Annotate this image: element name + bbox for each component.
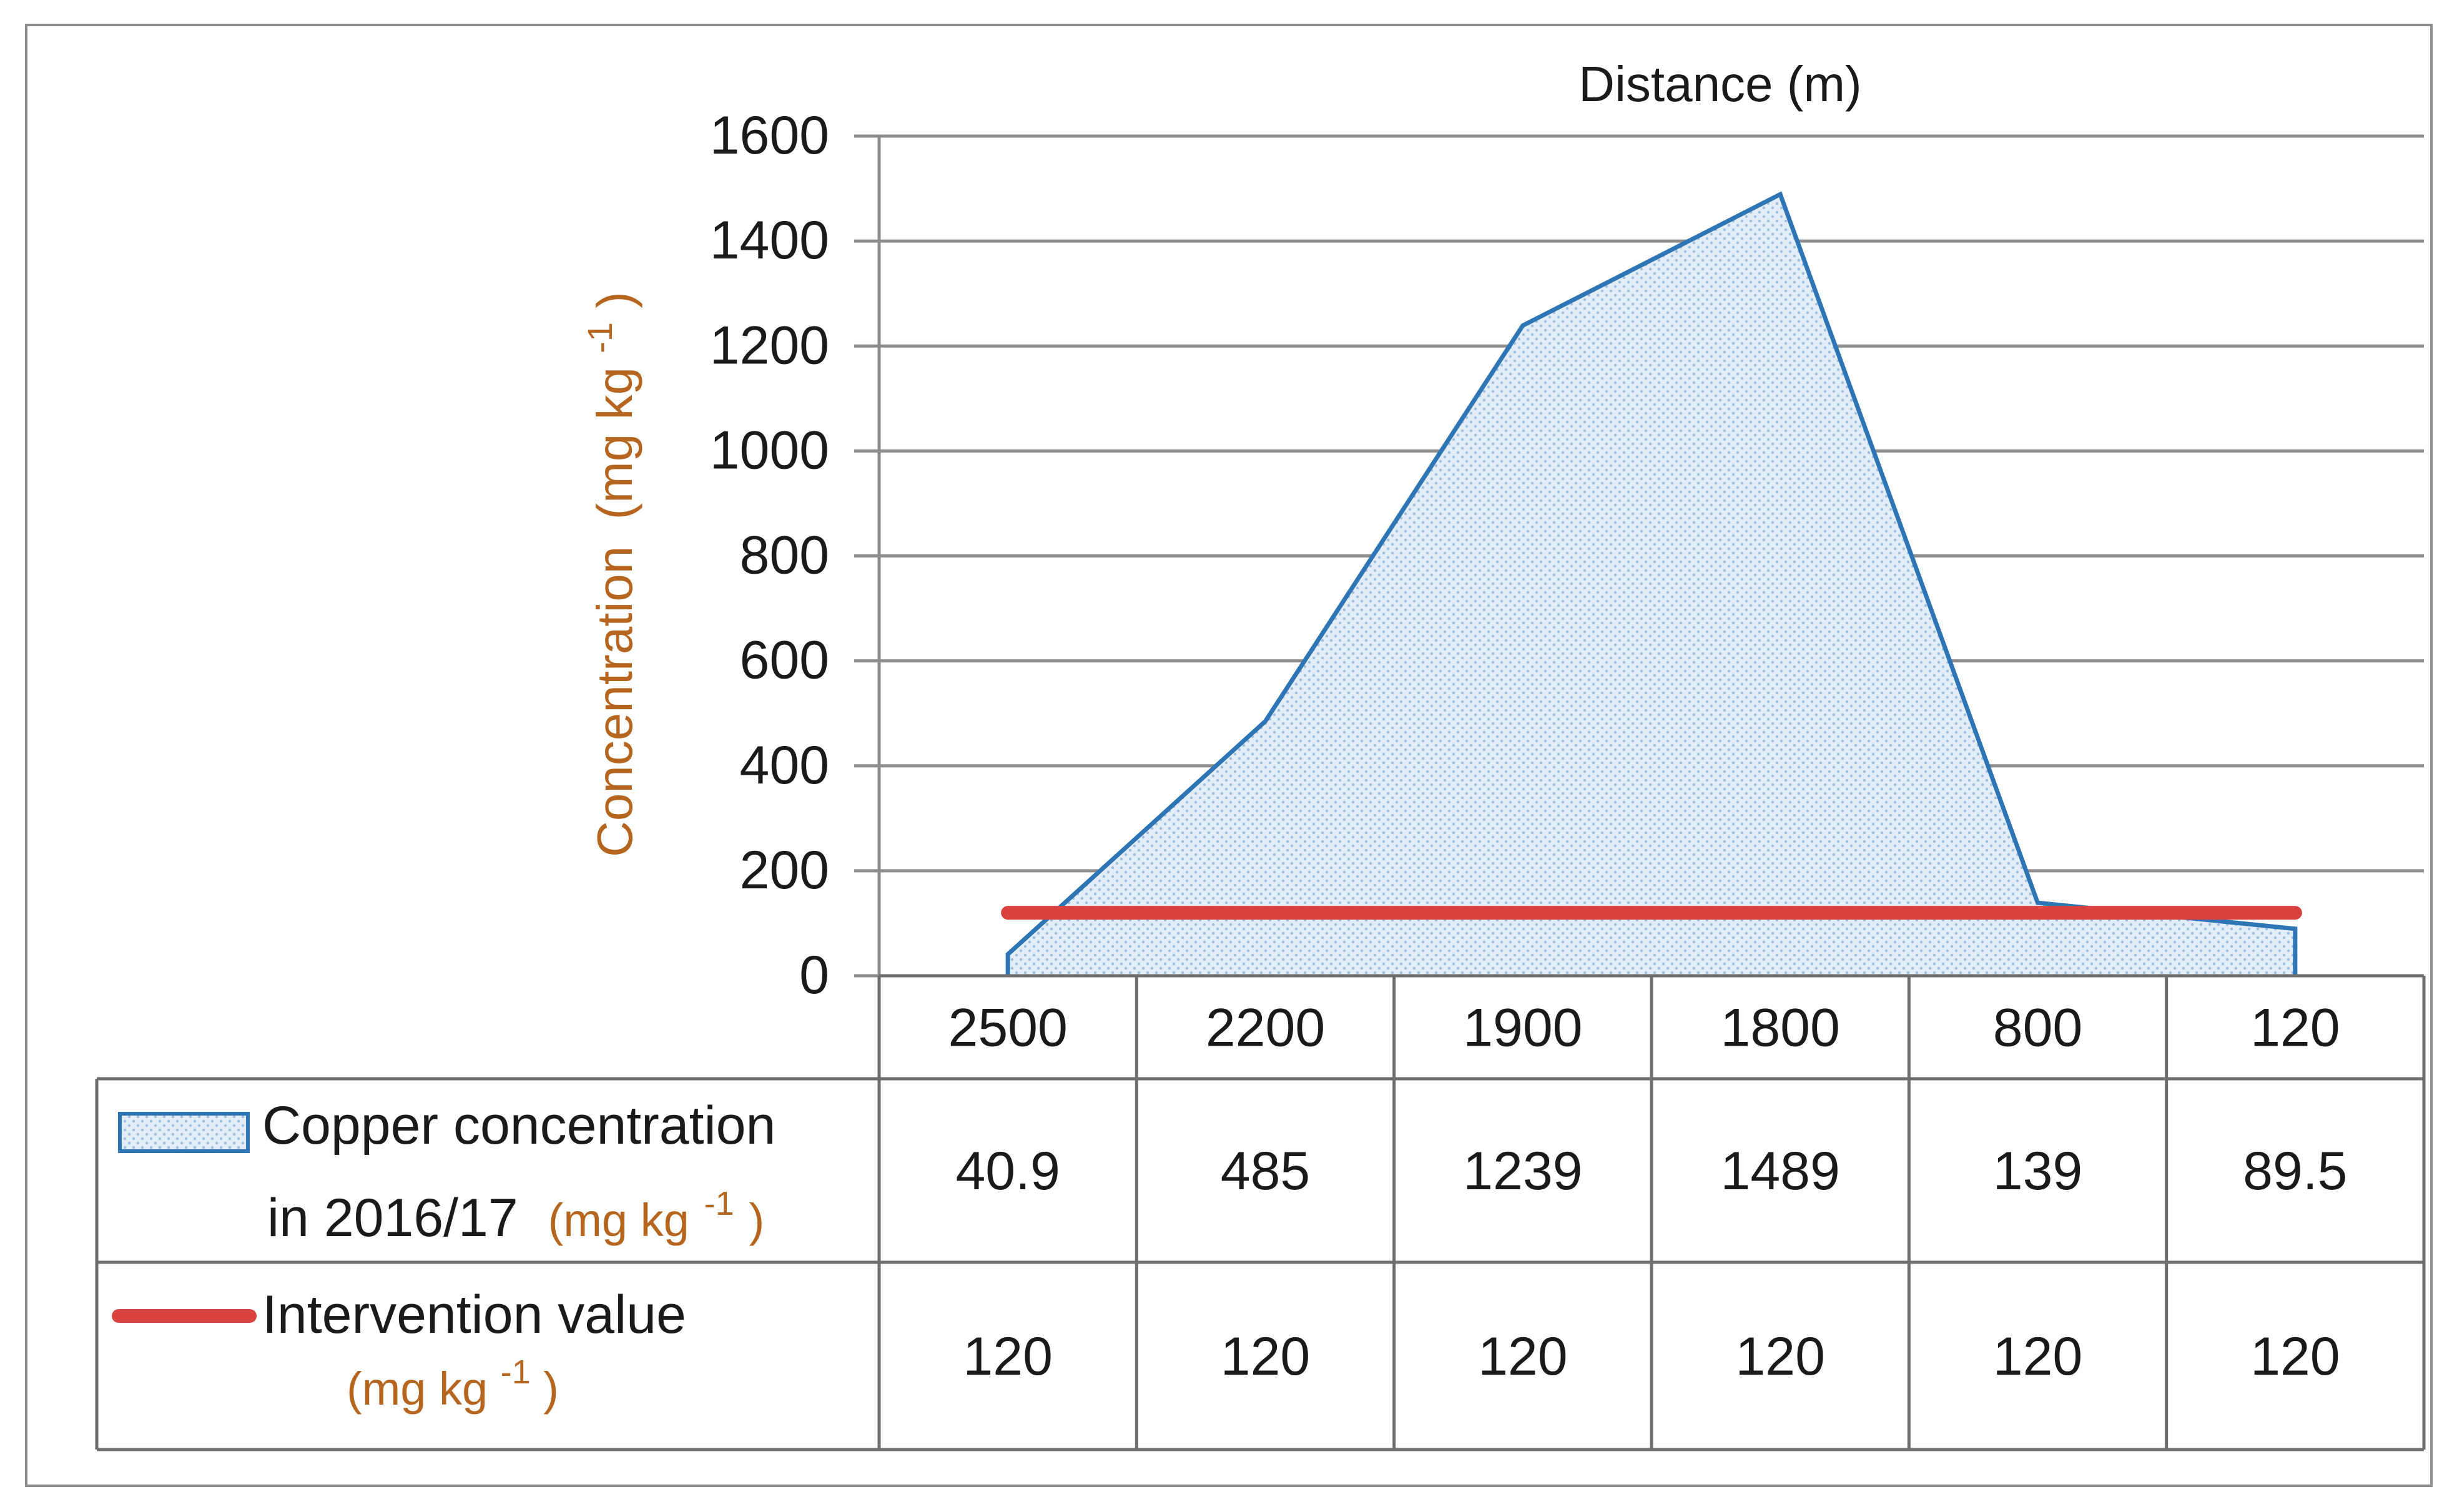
legend-label-copper-line2: in 2016/17 (mg kg -1 ) [267, 1167, 764, 1248]
y-tick-label-1000: 1000 [710, 420, 829, 480]
legend-label-intervention: Intervention value [262, 1285, 686, 1345]
x-tick-label-2500: 2500 [948, 998, 1068, 1058]
legend-label-copper-unit: (mg kg [548, 1194, 689, 1246]
legend-label-copper-unit-sup: -1 [704, 1185, 734, 1222]
intervention-value-label-120: 120 [2250, 1327, 2340, 1387]
copper-value-label-800: 139 [1993, 1141, 2083, 1201]
copper-point-2200 [1264, 720, 1266, 722]
intervention-value-label-2500: 120 [963, 1327, 1053, 1387]
y-tick-label-200: 200 [740, 840, 830, 900]
y-axis-label-unit-sup: -1 [580, 322, 619, 353]
copper-point-1900 [1522, 325, 1524, 326]
copper-value-label-1800: 1489 [1721, 1141, 1840, 1201]
x-tick-label-1900: 1900 [1463, 998, 1582, 1058]
x-tick-label-120: 120 [2250, 998, 2340, 1058]
y-tick-label-1400: 1400 [710, 210, 829, 270]
y-axis-label-unit: (mg kg [587, 367, 643, 520]
y-axis-ticks: 0 200 400 600 800 1000 1200 1400 1600 [710, 106, 879, 1005]
copper-point-2500 [1007, 953, 1009, 955]
y-tick-label-1600: 1600 [710, 106, 829, 165]
copper-value-label-2200: 485 [1221, 1141, 1311, 1201]
intervention-value-label-1800: 120 [1735, 1327, 1825, 1387]
x-tick-label-1800: 1800 [1721, 998, 1840, 1058]
y-tick-label-600: 600 [740, 631, 830, 690]
legend-label-copper-line1: Copper concentration [262, 1096, 776, 1156]
copper-area-fill [1008, 194, 2295, 976]
copper-value-label-1900: 1239 [1463, 1141, 1582, 1201]
x-tick-label-2200: 2200 [1206, 998, 1325, 1058]
copper-point-800 [2037, 902, 2039, 904]
legend-label-intervention-unit-close: ) [543, 1363, 559, 1415]
legend-swatch-copper [118, 1112, 250, 1153]
y-tick-label-800: 800 [740, 526, 830, 586]
copper-value-label-120: 89.5 [2243, 1141, 2347, 1201]
y-axis-label: Concentration (mg kg -1 ) [567, 292, 643, 857]
intervention-value-label-1900: 120 [1478, 1327, 1568, 1387]
x-tick-label-800: 800 [1993, 998, 2083, 1058]
legend-label-copper-year: in 2016/17 [267, 1188, 518, 1248]
y-tick-label-0: 0 [799, 945, 829, 1005]
chart-title: Distance (m) [1578, 56, 1861, 112]
legend-label-intervention-unit-sup: -1 [501, 1353, 531, 1391]
legend-label-copper-unit-close: ) [749, 1194, 765, 1246]
copper-point-1800 [1780, 194, 1781, 195]
y-axis-label-unit-close: ) [587, 292, 643, 308]
legend-label-intervention-unit: (mg kg [347, 1363, 488, 1415]
legend-label-intervention-unit-text: (mg kg -1 ) [347, 1342, 559, 1415]
data-table: 2500 2200 1900 1800 800 120 40.9 485 1239 1489 139… [95, 974, 2426, 1451]
intervention-value-label-800: 120 [1993, 1327, 2083, 1387]
copper-value-label-2500: 40.9 [955, 1141, 1060, 1201]
y-tick-label-400: 400 [740, 735, 830, 795]
y-tick-label-1200: 1200 [710, 315, 829, 375]
intervention-value-label-2200: 120 [1221, 1327, 1311, 1387]
copper-area [1001, 191, 2302, 976]
copper-point-120 [2294, 928, 2296, 930]
y-axis-label-text: Concentration [587, 546, 643, 857]
